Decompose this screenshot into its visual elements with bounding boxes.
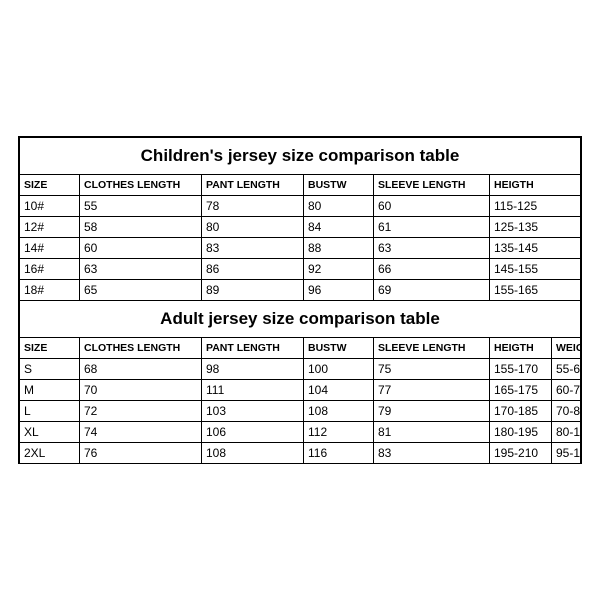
children-header-row: SIZE CLOTHES LENGTH PANT LENGTH BUSTW SL… xyxy=(20,175,580,196)
cell: 2XL xyxy=(20,443,80,463)
cell: 116 xyxy=(304,443,374,463)
cell: 104 xyxy=(304,380,374,400)
cell: 96 xyxy=(304,280,374,300)
table-row: M 70 111 104 77 165-175 60-75 xyxy=(20,380,580,401)
cell: 115-125 xyxy=(490,196,580,216)
col-bustw: BUSTW xyxy=(304,338,374,358)
cell: 16# xyxy=(20,259,80,279)
cell: M xyxy=(20,380,80,400)
cell: 61 xyxy=(374,217,490,237)
cell: S xyxy=(20,359,80,379)
col-clothes-length: CLOTHES LENGTH xyxy=(80,338,202,358)
cell: 79 xyxy=(374,401,490,421)
cell: 63 xyxy=(80,259,202,279)
cell: 108 xyxy=(304,401,374,421)
cell: 100 xyxy=(304,359,374,379)
cell: 74 xyxy=(80,422,202,442)
cell: 98 xyxy=(202,359,304,379)
cell: 112 xyxy=(304,422,374,442)
cell: 165-175 xyxy=(490,380,552,400)
cell: 68 xyxy=(80,359,202,379)
table-row: 18# 65 89 96 69 155-165 xyxy=(20,280,580,301)
adult-title-row: Adult jersey size comparison table xyxy=(20,301,580,338)
cell: 155-165 xyxy=(490,280,580,300)
col-sleeve-length: SLEEVE LENGTH xyxy=(374,175,490,195)
cell: 111 xyxy=(202,380,304,400)
cell: 55-65 xyxy=(552,359,580,379)
cell: 77 xyxy=(374,380,490,400)
children-title: Children's jersey size comparison table xyxy=(141,146,460,166)
col-bustw: BUSTW xyxy=(304,175,374,195)
cell: 135-145 xyxy=(490,238,580,258)
table-row: 14# 60 83 88 63 135-145 xyxy=(20,238,580,259)
cell: 89 xyxy=(202,280,304,300)
cell: 69 xyxy=(374,280,490,300)
cell: 88 xyxy=(304,238,374,258)
table-row: S 68 98 100 75 155-170 55-65 xyxy=(20,359,580,380)
table-row: 12# 58 80 84 61 125-135 xyxy=(20,217,580,238)
cell: 83 xyxy=(374,443,490,463)
cell: 75 xyxy=(374,359,490,379)
col-height: HEIGTH xyxy=(490,175,580,195)
cell: 195-210 xyxy=(490,443,552,463)
cell: 66 xyxy=(374,259,490,279)
col-height: HEIGTH xyxy=(490,338,552,358)
cell: 12# xyxy=(20,217,80,237)
col-pant-length: PANT LENGTH xyxy=(202,175,304,195)
cell: 170-185 xyxy=(490,401,552,421)
cell: 55 xyxy=(80,196,202,216)
table-row: 2XL 76 108 116 83 195-210 95-115 xyxy=(20,443,580,464)
cell: 10# xyxy=(20,196,80,216)
cell: 106 xyxy=(202,422,304,442)
cell: 60 xyxy=(80,238,202,258)
children-title-row: Children's jersey size comparison table xyxy=(20,138,580,175)
cell: 92 xyxy=(304,259,374,279)
table-row: L 72 103 108 79 170-185 70-85 xyxy=(20,401,580,422)
cell: 125-135 xyxy=(490,217,580,237)
cell: 103 xyxy=(202,401,304,421)
cell: 78 xyxy=(202,196,304,216)
cell: 145-155 xyxy=(490,259,580,279)
adult-header-row: SIZE CLOTHES LENGTH PANT LENGTH BUSTW SL… xyxy=(20,338,580,359)
cell: 60-75 xyxy=(552,380,580,400)
cell: 108 xyxy=(202,443,304,463)
col-pant-length: PANT LENGTH xyxy=(202,338,304,358)
cell: XL xyxy=(20,422,80,442)
cell: 80-100 xyxy=(552,422,580,442)
table-row: 16# 63 86 92 66 145-155 xyxy=(20,259,580,280)
cell: 14# xyxy=(20,238,80,258)
size-comparison-sheet: Children's jersey size comparison table … xyxy=(18,136,582,464)
cell: 180-195 xyxy=(490,422,552,442)
col-size: SIZE xyxy=(20,175,80,195)
cell: 95-115 xyxy=(552,443,580,463)
cell: 63 xyxy=(374,238,490,258)
cell: 18# xyxy=(20,280,80,300)
cell: 80 xyxy=(304,196,374,216)
cell: 70-85 xyxy=(552,401,580,421)
cell: 58 xyxy=(80,217,202,237)
col-size: SIZE xyxy=(20,338,80,358)
col-sleeve-length: SLEEVE LENGTH xyxy=(374,338,490,358)
cell: 72 xyxy=(80,401,202,421)
cell: 65 xyxy=(80,280,202,300)
cell: 81 xyxy=(374,422,490,442)
col-clothes-length: CLOTHES LENGTH xyxy=(80,175,202,195)
cell: 83 xyxy=(202,238,304,258)
table-row: XL 74 106 112 81 180-195 80-100 xyxy=(20,422,580,443)
adult-title: Adult jersey size comparison table xyxy=(160,309,440,329)
cell: 84 xyxy=(304,217,374,237)
cell: 76 xyxy=(80,443,202,463)
cell: 60 xyxy=(374,196,490,216)
cell: 80 xyxy=(202,217,304,237)
table-row: 10# 55 78 80 60 115-125 xyxy=(20,196,580,217)
cell: 86 xyxy=(202,259,304,279)
cell: L xyxy=(20,401,80,421)
cell: 70 xyxy=(80,380,202,400)
cell: 155-170 xyxy=(490,359,552,379)
col-weight: WEIGHT/KG xyxy=(552,338,580,358)
